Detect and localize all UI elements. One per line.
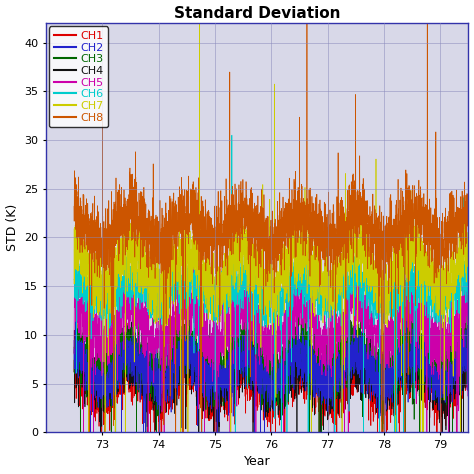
Title: Standard Deviation: Standard Deviation bbox=[174, 6, 340, 20]
X-axis label: Year: Year bbox=[244, 456, 271, 468]
Legend: CH1, CH2, CH3, CH4, CH5, CH6, CH7, CH8: CH1, CH2, CH3, CH4, CH5, CH6, CH7, CH8 bbox=[49, 27, 108, 127]
Y-axis label: STD (K): STD (K) bbox=[6, 204, 18, 251]
